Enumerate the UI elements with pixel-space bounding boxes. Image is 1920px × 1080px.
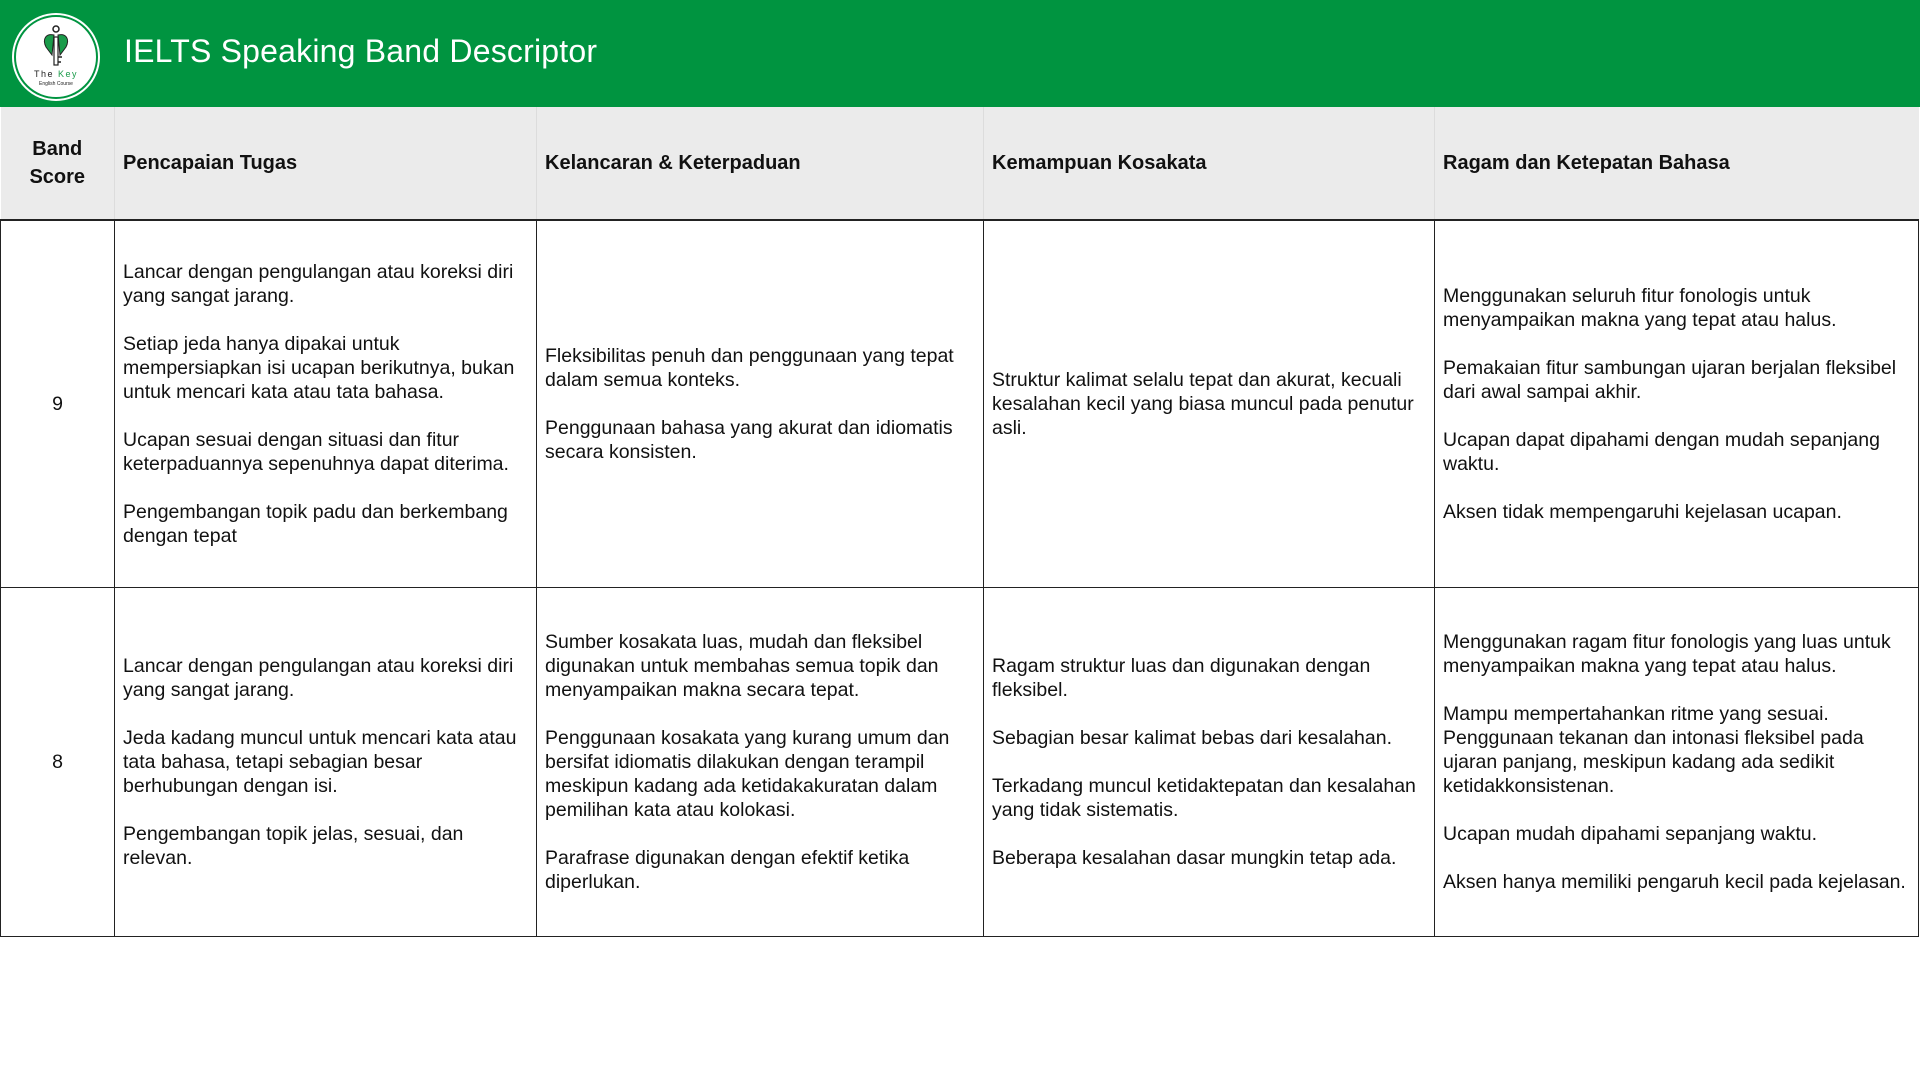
descriptor-text: Struktur kalimat selalu tepat dan akurat…: [992, 369, 1414, 439]
descriptor-text: Ucapan dapat dipahami dengan mudah sepan…: [1443, 429, 1880, 475]
descriptor-text: Pengembangan topik padu dan berkembang d…: [123, 501, 508, 547]
descriptor-text: Penggunaan bahasa yang akurat dan idioma…: [545, 417, 953, 463]
band-score-cell: 8: [0, 587, 115, 937]
page-header: The Key English Course IELTS Speaking Ba…: [0, 0, 1920, 107]
svg-text:English Course: English Course: [39, 81, 73, 87]
svg-text:The Key: The Key: [34, 69, 78, 79]
cell-lexical-resource: Ragam struktur luas dan digunakan dengan…: [983, 587, 1435, 937]
cell-grammar-range-accuracy: Menggunakan ragam fitur fonologis yang l…: [1434, 587, 1919, 937]
key-logo-icon: The Key English Course: [34, 25, 78, 87]
cell-fluency-coherence: Fleksibilitas penuh dan penggunaan yang …: [536, 219, 984, 588]
column-header-grammar-range-accuracy: Ragam dan Ketepatan Bahasa: [1434, 107, 1919, 221]
table-row: 8 Lancar dengan pengulangan atau koreksi …: [0, 587, 1919, 937]
descriptor-text: Penggunaan kosakata yang kurang umum dan…: [545, 727, 950, 821]
column-header-task-achievement: Pencapaian Tugas: [114, 107, 537, 221]
band-descriptor-table: Band Score Pencapaian Tugas Kelancaran &…: [0, 107, 1919, 937]
descriptor-text: Parafrase digunakan dengan efektif ketik…: [545, 847, 910, 893]
descriptor-text: Mampu mempertahankan ritme yang sesuai. …: [1443, 703, 1864, 797]
descriptor-text: Sumber kosakata luas, mudah dan fleksibe…: [545, 631, 939, 701]
column-header-label: Band Score: [29, 138, 86, 188]
column-header-lexical-resource: Kemampuan Kosakata: [983, 107, 1435, 221]
band-score-cell: 9: [0, 219, 115, 588]
descriptor-text: Setiap jeda hanya dipakai untuk mempersi…: [123, 333, 515, 403]
descriptor-text: Aksen hanya memiliki pengaruh kecil pada…: [1443, 871, 1906, 893]
descriptor-text: Lancar dengan pengulangan atau koreksi d…: [123, 655, 514, 701]
descriptor-text: Ragam struktur luas dan digunakan dengan…: [992, 655, 1371, 701]
descriptor-text: Ucapan mudah dipahami sepanjang waktu.: [1443, 823, 1817, 845]
page-title: IELTS Speaking Band Descriptor: [124, 33, 598, 69]
descriptor-text: Pengembangan topik jelas, sesuai, dan re…: [123, 823, 464, 869]
cell-task-achievement: Lancar dengan pengulangan atau koreksi d…: [114, 219, 537, 588]
descriptor-text: Pemakaian fitur sambungan ujaran berjala…: [1443, 357, 1897, 403]
cell-grammar-range-accuracy: Menggunakan seluruh fitur fonologis untu…: [1434, 219, 1919, 588]
table-header-row: Band Score Pencapaian Tugas Kelancaran &…: [0, 107, 1919, 221]
the-key-logo: The Key English Course: [14, 15, 98, 99]
descriptor-text: Beberapa kesalahan dasar mungkin tetap a…: [992, 847, 1397, 869]
column-header-fluency-coherence: Kelancaran & Keterpaduan: [536, 107, 984, 221]
descriptor-text: Aksen tidak mempengaruhi kejelasan ucapa…: [1443, 501, 1842, 523]
descriptor-text: Menggunakan ragam fitur fonologis yang l…: [1443, 631, 1891, 677]
descriptor-text: Sebagian besar kalimat bebas dari kesala…: [992, 727, 1393, 749]
descriptor-text: Menggunakan seluruh fitur fonologis untu…: [1443, 285, 1837, 331]
descriptor-text: Lancar dengan pengulangan atau koreksi d…: [123, 261, 514, 307]
cell-task-achievement: Lancar dengan pengulangan atau koreksi d…: [114, 587, 537, 937]
descriptor-text: Ucapan sesuai dengan situasi dan fitur k…: [123, 429, 509, 475]
column-header-band-score: Band Score: [0, 107, 115, 221]
cell-lexical-resource: Struktur kalimat selalu tepat dan akurat…: [983, 219, 1435, 588]
descriptor-text: Jeda kadang muncul untuk mencari kata at…: [123, 727, 517, 797]
table-row: 9 Lancar dengan pengulangan atau koreksi …: [0, 219, 1919, 588]
descriptor-text: Fleksibilitas penuh dan penggunaan yang …: [545, 345, 954, 391]
cell-fluency-coherence: Sumber kosakata luas, mudah dan fleksibe…: [536, 587, 984, 937]
descriptor-text: Terkadang muncul ketidaktepatan dan kesa…: [992, 775, 1416, 821]
